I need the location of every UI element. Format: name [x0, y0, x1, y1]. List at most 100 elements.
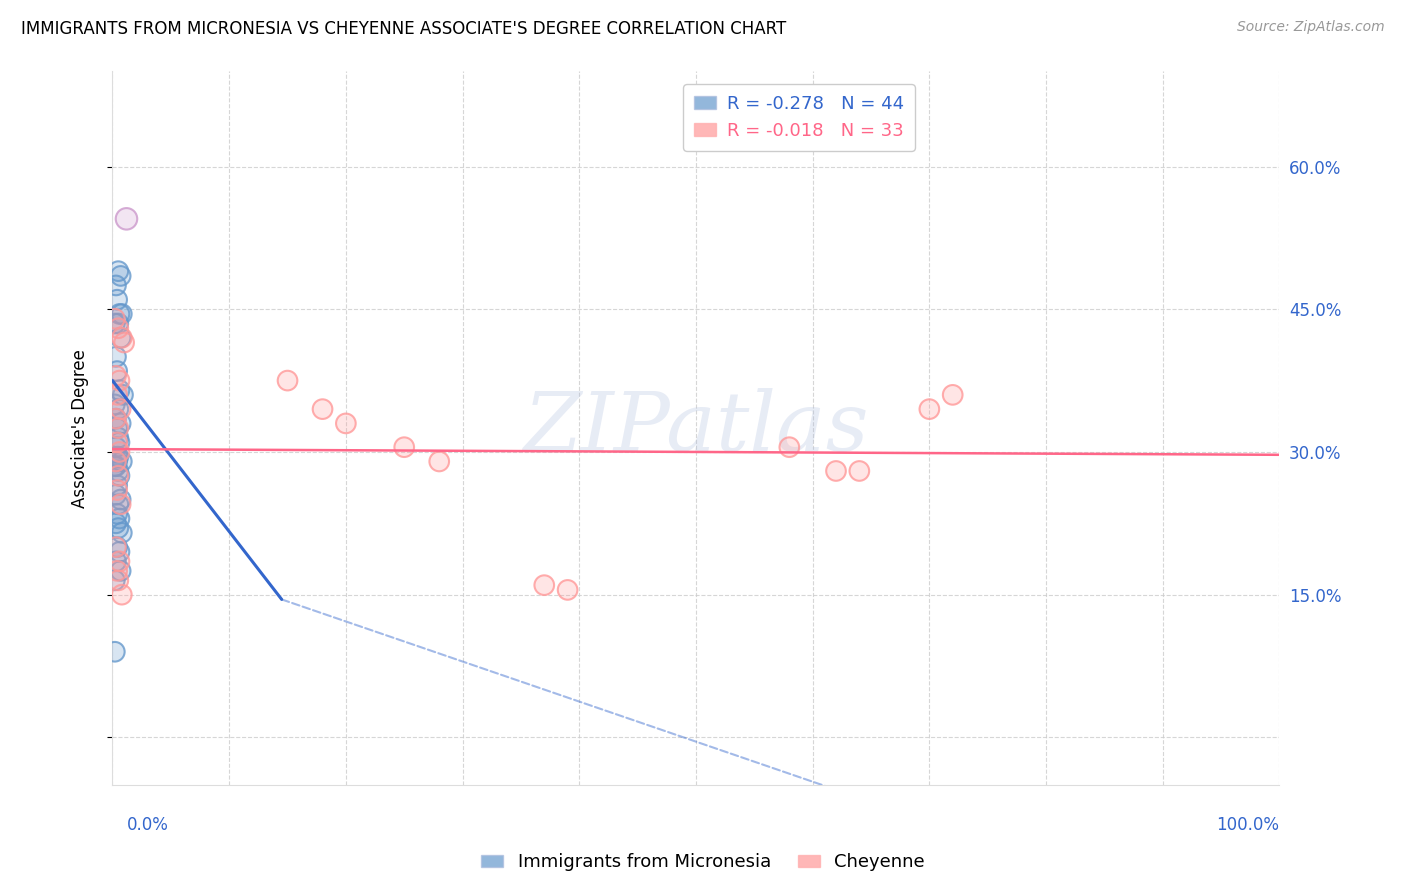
Point — [107, 464, 129, 478]
Point — [105, 450, 128, 464]
Point — [105, 364, 128, 378]
Point — [942, 388, 965, 402]
Point — [104, 278, 127, 293]
Point — [918, 402, 941, 417]
Text: IMMIGRANTS FROM MICRONESIA VS CHEYENNE ASSOCIATE'S DEGREE CORRELATION CHART: IMMIGRANTS FROM MICRONESIA VS CHEYENNE A… — [21, 20, 786, 37]
Point — [115, 211, 138, 226]
Point — [108, 307, 131, 321]
Point — [107, 468, 129, 483]
Y-axis label: Associate's Degree: Associate's Degree — [70, 349, 89, 508]
Point — [111, 307, 134, 321]
Point — [107, 321, 129, 335]
Point — [276, 374, 298, 388]
Point — [533, 578, 555, 592]
Point — [111, 388, 134, 402]
Point — [112, 335, 135, 350]
Point — [111, 454, 134, 468]
Point — [104, 311, 127, 326]
Point — [108, 554, 131, 568]
Point — [825, 464, 848, 478]
Point — [104, 397, 127, 411]
Point — [335, 417, 357, 431]
Point — [112, 335, 135, 350]
Point — [848, 464, 870, 478]
Point — [107, 450, 129, 464]
Point — [108, 383, 131, 397]
Point — [111, 525, 134, 540]
Point — [111, 331, 134, 345]
Point — [108, 445, 131, 459]
Point — [104, 397, 127, 411]
Point — [104, 317, 127, 331]
Point — [104, 350, 127, 364]
Point — [557, 582, 579, 597]
Point — [105, 293, 128, 307]
Point — [104, 516, 127, 531]
Text: Source: ZipAtlas.com: Source: ZipAtlas.com — [1237, 20, 1385, 34]
Point — [104, 368, 127, 383]
Point — [108, 383, 131, 397]
Point — [105, 478, 128, 492]
Point — [108, 545, 131, 559]
Point — [105, 507, 128, 521]
Point — [110, 268, 132, 283]
Point — [825, 464, 848, 478]
Point — [107, 574, 129, 588]
Point — [107, 421, 129, 435]
Point — [110, 497, 132, 511]
Text: 100.0%: 100.0% — [1216, 816, 1279, 834]
Point — [105, 540, 128, 554]
Point — [104, 488, 127, 502]
Point — [104, 554, 127, 568]
Point — [104, 317, 127, 331]
Point — [918, 402, 941, 417]
Point — [105, 293, 128, 307]
Point — [108, 435, 131, 450]
Point — [104, 411, 127, 425]
Point — [104, 411, 127, 425]
Point — [111, 588, 134, 602]
Point — [110, 402, 132, 417]
Point — [105, 483, 128, 497]
Point — [104, 459, 127, 474]
Point — [104, 454, 127, 468]
Point — [104, 350, 127, 364]
Point — [105, 388, 128, 402]
Point — [104, 311, 127, 326]
Point — [107, 264, 129, 278]
Point — [111, 525, 134, 540]
Point — [110, 331, 132, 345]
Point — [104, 459, 127, 474]
Point — [427, 454, 450, 468]
Point — [104, 411, 127, 425]
Point — [110, 492, 132, 507]
Point — [107, 321, 129, 335]
Point — [110, 564, 132, 578]
Point — [104, 454, 127, 468]
Point — [107, 421, 129, 435]
Point — [105, 435, 128, 450]
Point — [107, 450, 129, 464]
Point — [105, 435, 128, 450]
Point — [107, 464, 129, 478]
Point — [104, 440, 127, 454]
Point — [105, 478, 128, 492]
Point — [427, 454, 450, 468]
Point — [107, 497, 129, 511]
Point — [107, 317, 129, 331]
Point — [276, 374, 298, 388]
Point — [108, 545, 131, 559]
Point — [107, 574, 129, 588]
Legend: R = -0.278   N = 44, R = -0.018   N = 33: R = -0.278 N = 44, R = -0.018 N = 33 — [683, 84, 914, 151]
Point — [104, 411, 127, 425]
Point — [110, 417, 132, 431]
Point — [107, 431, 129, 445]
Point — [778, 440, 800, 454]
Point — [105, 564, 128, 578]
Point — [108, 511, 131, 525]
Point — [108, 374, 131, 388]
Point — [557, 582, 579, 597]
Point — [105, 483, 128, 497]
Point — [108, 554, 131, 568]
Point — [110, 331, 132, 345]
